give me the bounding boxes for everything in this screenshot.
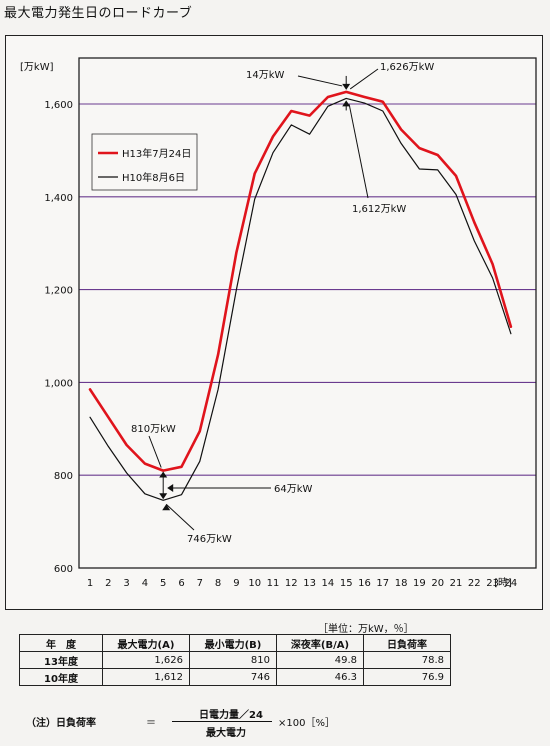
table-cell: 1,612 xyxy=(102,668,190,686)
x-tick-label: 22 xyxy=(468,578,481,589)
table-cell: 46.3 xyxy=(276,668,364,686)
peak-h13-leader xyxy=(349,68,379,90)
min-h13-leader xyxy=(148,435,162,468)
legend-box xyxy=(91,133,198,191)
min-diff-arrowhead xyxy=(159,493,168,500)
x-tick-label: 7 xyxy=(197,578,203,589)
table-cell: 49.8 xyxy=(276,651,364,669)
peak-diff-arrowhead xyxy=(342,83,351,90)
annotation-peak-h13: 1,626万kW xyxy=(380,62,434,73)
min-h10-arrowhead xyxy=(162,504,171,511)
peak-h10-leader xyxy=(348,104,369,199)
min-h10-leader xyxy=(165,503,195,531)
legend: H13年7月24日 H10年8月6日 xyxy=(91,133,198,191)
x-tick-label: 2 xyxy=(105,578,111,589)
x-tick-label: 18 xyxy=(395,578,408,589)
x-tick-label: 19 xyxy=(413,578,426,589)
series-line-h13 xyxy=(88,90,513,472)
x-tick-label: 14 xyxy=(322,578,335,589)
x-tick-label: 6 xyxy=(178,578,184,589)
min-diff-arrowhead xyxy=(159,471,168,478)
annotation-peak-diff: 14万kW xyxy=(246,70,285,81)
x-tick-label: 17 xyxy=(376,578,389,589)
y-axis-label: [万kW] xyxy=(20,62,54,73)
x-tick-label: 8 xyxy=(215,578,221,589)
x-axis-label: [時] xyxy=(494,577,512,589)
table-cell: 78.8 xyxy=(363,651,451,669)
x-tick-label: 12 xyxy=(285,578,298,589)
table-unit-note: ［単位：万kW，％］ xyxy=(318,624,414,635)
peak-diff-leader xyxy=(297,75,343,87)
peak-diff-arrowhead xyxy=(342,100,351,107)
table-cell: 746 xyxy=(189,668,277,686)
x-tick-label: 20 xyxy=(431,578,444,589)
header-max-power: 最大電力(A) xyxy=(102,634,190,652)
x-tick-label: 13 xyxy=(303,578,316,589)
note-equals: ＝ xyxy=(146,718,156,729)
note-denominator: 最大電力 xyxy=(206,728,246,739)
table-row: 13年度 1,626 810 49.8 78.8 xyxy=(19,651,451,669)
annotations: 14万kW 1,626万kW 1,612万kW 810万kW 64万kW 746万kW xyxy=(131,62,434,545)
header-year: 年 度 xyxy=(19,634,103,652)
y-tick-label: 1,400 xyxy=(44,193,73,204)
y-tick-label: 1,600 xyxy=(44,100,73,111)
table-header-row: 年 度 最大電力(A) 最小電力(B) 深夜率(B/A) 日負荷率 xyxy=(19,634,451,652)
header-night-ratio: 深夜率(B/A) xyxy=(276,634,364,652)
y-tick-label: 1,200 xyxy=(44,286,73,297)
header-load-factor: 日負荷率 xyxy=(363,634,451,652)
grid-layer xyxy=(79,103,536,476)
x-tick-label: 15 xyxy=(340,578,353,589)
x-tick-label: 24 xyxy=(505,578,518,589)
x-tick-label: 9 xyxy=(233,578,239,589)
y-tick-label: 800 xyxy=(54,471,73,482)
legend-label: H13年7月24日 xyxy=(122,147,191,160)
note-multiplier: ×100［%］ xyxy=(278,718,335,729)
chart-frame: 600 800 1,000 1,200 1,400 1,600 [万kW] 1 2 3 4 5 6 7 8 9… xyxy=(5,35,543,610)
page-title: 最大電力発生日のロードカーブ xyxy=(4,6,193,21)
x-tick-label: 5 xyxy=(160,578,166,589)
annotation-peak-h10: 1,612万kW xyxy=(352,204,406,215)
annotation-min-h10: 746万kW xyxy=(187,534,232,545)
formula-note: （注）日負荷率 ＝ 日電力量／24 最大電力 ×100［%］ xyxy=(26,706,546,742)
note-label: （注）日負荷率 xyxy=(26,718,96,729)
table-cell: 76.9 xyxy=(363,668,451,686)
table-cell: 1,626 xyxy=(102,651,190,669)
table-cell: 13年度 xyxy=(19,651,103,669)
x-tick-label: 11 xyxy=(267,578,280,589)
summary-table: 年 度 最大電力(A) 最小電力(B) 深夜率(B/A) 日負荷率 13年度 1… xyxy=(19,634,451,686)
table-row: 10年度 1,612 746 46.3 76.9 xyxy=(19,668,451,686)
x-tick-label: 10 xyxy=(248,578,261,589)
table-cell: 810 xyxy=(189,651,277,669)
x-tick-label: 3 xyxy=(123,578,129,589)
header-min-power: 最小電力(B) xyxy=(189,634,277,652)
table-cell: 10年度 xyxy=(19,668,103,686)
x-tick-label: 16 xyxy=(358,578,371,589)
fraction-bar xyxy=(172,721,272,722)
legend-label: H10年8月6日 xyxy=(122,171,185,184)
annotation-min-diff: 64万kW xyxy=(274,484,313,495)
min-diff-leader-arrowhead xyxy=(167,484,174,492)
x-tick-label: 23 xyxy=(486,578,499,589)
series-line-h10 xyxy=(89,97,512,501)
x-tick-label: 1 xyxy=(87,578,93,589)
note-numerator: 日電力量／24 xyxy=(199,710,263,721)
annotation-min-h13: 810万kW xyxy=(131,424,176,435)
y-tick-label: 600 xyxy=(54,564,73,575)
x-tick-label: 4 xyxy=(142,578,148,589)
x-tick-label: 21 xyxy=(450,578,463,589)
series-layer xyxy=(88,90,513,501)
y-tick-label: 1,000 xyxy=(44,378,73,389)
plot-area-border xyxy=(78,57,537,569)
